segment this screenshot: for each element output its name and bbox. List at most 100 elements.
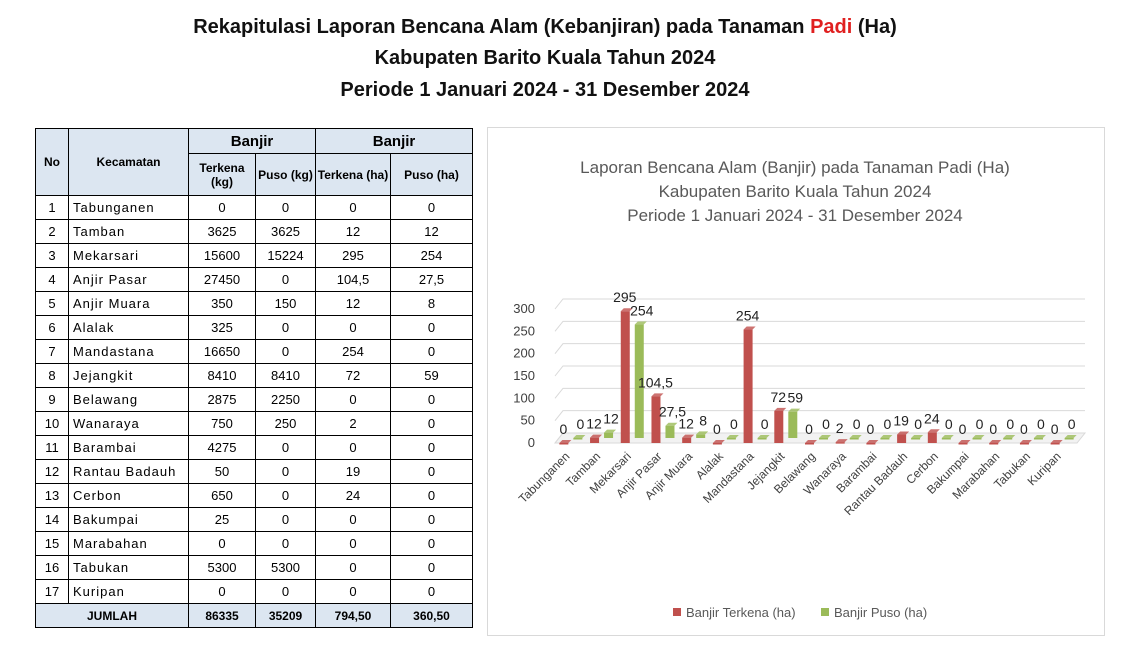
district-cell: Jejangkit [68, 363, 189, 388]
bar [573, 438, 583, 440]
bar-top [958, 440, 971, 443]
table-cell: 0 [188, 195, 256, 220]
data-label: 0 [1051, 421, 1059, 437]
header-cell: No [35, 128, 69, 196]
district-cell: Tamban [68, 219, 189, 244]
bar [682, 437, 692, 443]
total-cell: 360,50 [390, 603, 473, 628]
header-cell: Terkena (ha) [315, 153, 391, 196]
bar-top [682, 434, 695, 438]
chart-title: Periode 1 Januari 2024 - 31 Desember 202… [627, 206, 963, 225]
bar [757, 438, 767, 440]
district-cell: Mandastana [68, 339, 189, 364]
table-cell: 14 [35, 507, 69, 532]
district-cell: Cerbon [68, 483, 189, 508]
table-cell: 27,5 [390, 267, 473, 292]
table-cell: 2 [315, 411, 391, 436]
table-row: 13 Cerbon 650 0 24 0 [35, 483, 473, 508]
grid-line [554, 365, 1085, 377]
legend-label: Banjir Terkena (ha) [686, 605, 796, 620]
table-cell: 325 [188, 315, 256, 340]
data-label: 0 [867, 421, 875, 437]
bar-top [911, 435, 924, 438]
table-cell: 7 [35, 339, 69, 364]
chart-title: Kabupaten Barito Kuala Tahun 2024 [659, 182, 932, 201]
bar [712, 443, 722, 445]
bar [559, 443, 569, 445]
title-part: Rekapitulasi Laporan Bencana Alam (Keban… [193, 16, 805, 38]
bar-top [757, 435, 770, 438]
table-cell: 15 [35, 531, 69, 556]
data-label: 0 [576, 416, 584, 432]
table-cell: 27450 [188, 267, 256, 292]
y-tick-label: 50 [521, 413, 535, 428]
total-cell: 794,50 [315, 603, 391, 628]
data-label: 0 [761, 416, 769, 432]
bar-top [696, 431, 709, 435]
table-cell: 650 [188, 483, 256, 508]
data-label: 0 [989, 421, 997, 437]
table-row: 1 Tabunganen 0 0 0 0 [35, 195, 473, 220]
table-cell: 0 [188, 531, 256, 556]
table-cell: 0 [390, 411, 473, 436]
bar-top [1050, 440, 1063, 443]
bar-top [604, 429, 617, 433]
bar-top [573, 435, 586, 438]
table-cell: 8410 [188, 363, 256, 388]
bar-top [819, 435, 831, 438]
table-row: 8 Jejangkit 8410 8410 72 59 [35, 363, 473, 388]
table-cell: 350 [188, 291, 256, 316]
table-row: 7 Mandastana 16650 0 254 0 [35, 339, 473, 364]
table-row: 2 Tamban 3625 3625 12 12 [35, 219, 473, 244]
bar [1050, 443, 1060, 445]
bar [788, 411, 798, 438]
data-label: 254 [630, 303, 654, 319]
table-cell: 0 [390, 339, 473, 364]
table-cell: 3 [35, 243, 69, 268]
table-cell: 254 [315, 339, 391, 364]
data-label: 24 [924, 410, 940, 426]
title-3: Periode 1 Januari 2024 - 31 Desember 202… [340, 79, 750, 101]
bar [743, 329, 753, 443]
table-cell: 0 [390, 387, 473, 412]
table-cell: 5 [35, 291, 69, 316]
table-cell: 254 [390, 243, 473, 268]
bar [927, 432, 937, 443]
table-cell: 15600 [188, 243, 256, 268]
table-cell: 0 [188, 579, 256, 604]
y-tick-label: 250 [513, 323, 535, 338]
bar [665, 425, 675, 438]
header-cell: Puso (ha) [390, 153, 473, 196]
table-cell: 16650 [188, 339, 256, 364]
table-cell: 0 [390, 531, 473, 556]
bar [604, 432, 614, 438]
district-cell: Tabunganen [68, 195, 189, 220]
data-label: 0 [914, 416, 922, 432]
table-cell: 0 [315, 531, 391, 556]
table-cell: 15224 [255, 243, 316, 268]
district-cell: Mekarsari [68, 243, 189, 268]
bar [897, 434, 907, 443]
grid-line [554, 387, 1085, 399]
bar-top [805, 440, 817, 443]
y-tick-label: 100 [513, 390, 535, 405]
bar-top [849, 435, 862, 438]
bar [989, 443, 999, 445]
table-cell: 16 [35, 555, 69, 580]
bar-top [634, 321, 647, 325]
table-cell: 0 [255, 339, 316, 364]
data-table: No Kecamatan Banjir Banjir Terkena (kg) Puso… [35, 128, 473, 628]
chart: Laporan Bencana Alam (Banjir) pada Tanam… [487, 127, 1105, 636]
table-row: 15 Marabahan 0 0 0 0 [35, 531, 473, 556]
data-label: 0 [805, 421, 813, 437]
grid-line [554, 320, 1085, 332]
table-cell: 250 [255, 411, 316, 436]
table-row: 10 Wanaraya 750 250 2 0 [35, 411, 473, 436]
table-row: 9 Belawang 2875 2250 0 0 [35, 387, 473, 412]
chart-frame [487, 127, 1105, 636]
table-cell: 12 [390, 219, 473, 244]
title-highlight: Padi [810, 16, 853, 38]
chart-title: Laporan Bencana Alam (Banjir) pada Tanam… [580, 158, 1010, 177]
bar [726, 438, 736, 440]
